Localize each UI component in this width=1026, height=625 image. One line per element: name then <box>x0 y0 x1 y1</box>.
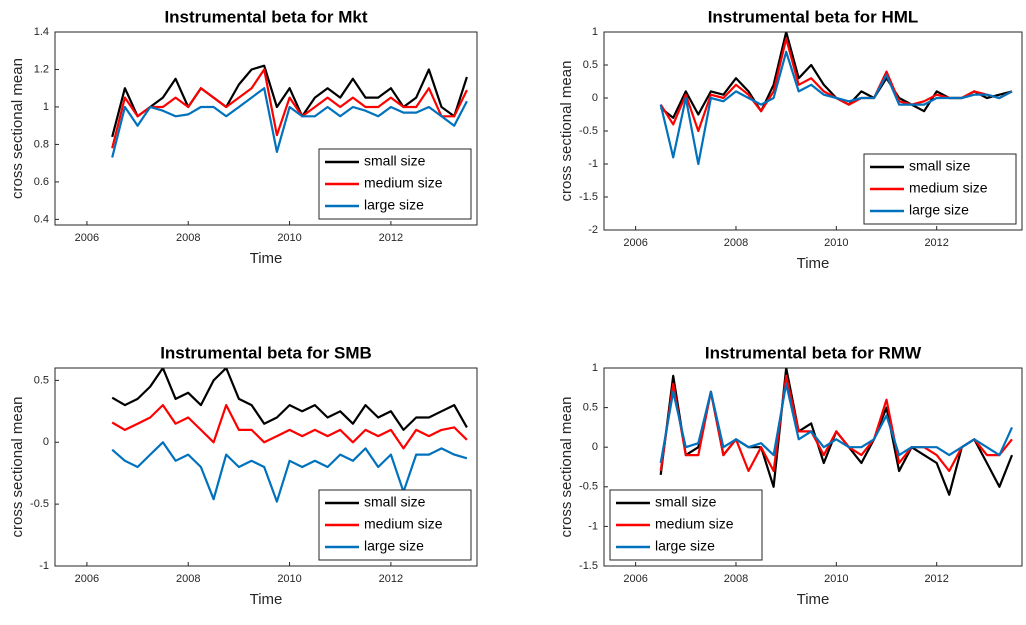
y-axis-label: cross sectional mean <box>9 397 26 538</box>
subplot: 0.4 0.6 0.8 1 1.2 1.4 2006 2008 2010 2012 Instrume… <box>9 7 478 267</box>
chart-title: Instrumental beta for HML <box>708 7 919 26</box>
y-tick-label: 0.5 <box>583 59 598 71</box>
chart-title: Instrumental beta for RMW <box>705 343 922 362</box>
y-tick-label: 1 <box>592 26 598 38</box>
x-tick-label: 2010 <box>824 237 848 249</box>
x-tick-label: 2010 <box>277 232 301 244</box>
x-tick-label: 2012 <box>924 573 948 585</box>
x-axis-label: Time <box>797 591 830 608</box>
y-tick-label: -1 <box>588 158 598 170</box>
legend-label: small size <box>364 153 426 169</box>
x-tick-label: 2010 <box>824 573 848 585</box>
y-tick-label: -2 <box>588 224 598 236</box>
x-axis-label: Time <box>250 591 283 608</box>
series-line <box>111 64 468 138</box>
y-tick-label: 0.5 <box>34 374 49 386</box>
y-tick-label: 1 <box>43 101 49 113</box>
y-tick-label: 1.4 <box>34 26 49 38</box>
legend-label: large size <box>364 538 424 554</box>
y-axis-label: cross sectional mean <box>558 397 575 538</box>
y-tick-label: 1 <box>592 362 598 374</box>
x-axis-label: Time <box>797 255 830 272</box>
x-tick-label: 2006 <box>623 573 647 585</box>
y-tick-label: -0.5 <box>579 125 598 137</box>
x-tick-label: 2006 <box>623 237 647 249</box>
x-tick-label: 2008 <box>176 232 200 244</box>
x-tick-label: 2012 <box>379 573 403 585</box>
legend-label: small size <box>364 494 426 510</box>
x-tick-label: 2008 <box>176 573 200 585</box>
series-line <box>659 50 1013 166</box>
legend-label: small size <box>655 494 717 510</box>
legend-label: large size <box>909 202 969 218</box>
y-tick-label: -1.5 <box>579 560 598 572</box>
plot-frame <box>603 367 1023 567</box>
plot-frame <box>603 31 1023 231</box>
subplot: -2 -1.5 -1 -0.5 0 0.5 1 2006 2008 2010 2012 Instrum… <box>558 7 1023 272</box>
series-line <box>659 382 1014 464</box>
legend-label: medium size <box>909 180 988 196</box>
series-line <box>659 374 1013 473</box>
series-line <box>111 368 468 431</box>
y-axis-label: cross sectional mean <box>558 61 575 202</box>
y-tick-label: -1 <box>39 560 49 572</box>
subplot: -1.5 -1 -0.5 0 0.5 1 2006 2008 2010 2012 Instrumen… <box>558 343 1023 608</box>
plot-frame <box>54 367 478 567</box>
series-line <box>111 404 468 450</box>
y-axis-label: cross sectional mean <box>9 58 26 199</box>
y-tick-label: -0.5 <box>30 498 49 510</box>
y-tick-label: 0.4 <box>34 213 49 225</box>
chart-title: Instrumental beta for SMB <box>160 343 372 362</box>
legend-label: medium size <box>364 516 443 532</box>
x-tick-label: 2008 <box>724 573 748 585</box>
y-tick-label: 0.8 <box>34 138 49 150</box>
legend-label: medium size <box>655 516 734 532</box>
series-line <box>111 68 468 149</box>
chart-title: Instrumental beta for Mkt <box>164 7 367 26</box>
plot-frame <box>54 31 478 226</box>
series-line <box>111 87 468 158</box>
y-tick-label: 0 <box>592 441 598 453</box>
x-tick-label: 2012 <box>924 237 948 249</box>
y-tick-label: 0 <box>592 92 598 104</box>
x-axis-label: Time <box>250 250 283 267</box>
legend-label: large size <box>655 538 715 554</box>
y-tick-label: 0.5 <box>583 402 598 414</box>
series-line <box>111 441 468 503</box>
y-tick-label: -1 <box>588 520 598 532</box>
y-tick-label: 0 <box>43 436 49 448</box>
x-tick-label: 2006 <box>75 232 99 244</box>
series-line <box>659 37 1013 133</box>
legend-label: small size <box>909 158 971 174</box>
legend-label: large size <box>364 197 424 213</box>
x-tick-label: 2010 <box>277 573 301 585</box>
subplot: -1 -0.5 0 0.5 2006 2008 2010 2012 Instrumental b… <box>9 343 478 608</box>
x-tick-label: 2008 <box>724 237 748 249</box>
y-tick-label: -1.5 <box>579 191 598 203</box>
x-tick-label: 2012 <box>379 232 403 244</box>
x-tick-label: 2006 <box>75 573 99 585</box>
y-tick-label: 1.2 <box>34 63 49 75</box>
y-tick-label: -0.5 <box>579 481 598 493</box>
y-tick-label: 0.6 <box>34 176 49 188</box>
series-line <box>660 32 1013 119</box>
legend-label: medium size <box>364 175 443 191</box>
